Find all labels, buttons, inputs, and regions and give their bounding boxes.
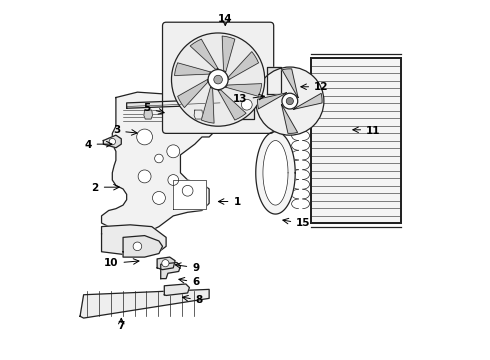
Circle shape [182, 185, 193, 196]
Text: 9: 9 [192, 262, 199, 273]
Circle shape [172, 33, 265, 126]
Text: 8: 8 [196, 295, 203, 305]
Text: 1: 1 [234, 197, 241, 207]
Text: 12: 12 [314, 82, 329, 93]
Circle shape [155, 154, 163, 163]
Circle shape [286, 98, 294, 105]
Circle shape [208, 69, 228, 90]
Polygon shape [190, 39, 218, 69]
Polygon shape [267, 67, 281, 94]
Circle shape [138, 170, 151, 183]
Circle shape [256, 67, 324, 135]
Polygon shape [103, 135, 122, 148]
Circle shape [167, 145, 180, 158]
Polygon shape [258, 93, 286, 109]
Text: 13: 13 [233, 94, 247, 104]
Circle shape [109, 138, 116, 145]
Polygon shape [263, 140, 288, 205]
Circle shape [162, 260, 169, 267]
Polygon shape [173, 180, 205, 209]
Text: 14: 14 [218, 14, 233, 24]
Text: 2: 2 [92, 183, 98, 193]
Polygon shape [144, 110, 152, 119]
Polygon shape [123, 235, 163, 257]
Circle shape [242, 99, 252, 110]
Text: 6: 6 [192, 277, 199, 287]
Polygon shape [101, 225, 166, 255]
Circle shape [137, 129, 152, 145]
Text: 7: 7 [118, 321, 125, 331]
Polygon shape [126, 99, 245, 108]
Text: 10: 10 [104, 258, 119, 268]
Polygon shape [293, 93, 322, 109]
Polygon shape [311, 58, 401, 223]
Text: 5: 5 [144, 103, 151, 113]
Polygon shape [226, 84, 262, 96]
Polygon shape [80, 289, 209, 318]
Polygon shape [194, 110, 203, 119]
FancyBboxPatch shape [163, 22, 274, 134]
Circle shape [282, 93, 298, 109]
Polygon shape [282, 69, 298, 98]
Circle shape [214, 75, 222, 84]
Polygon shape [161, 262, 180, 279]
Text: 15: 15 [296, 218, 311, 228]
Text: 11: 11 [366, 126, 381, 135]
Polygon shape [164, 284, 190, 296]
Text: 3: 3 [113, 125, 120, 135]
Polygon shape [101, 92, 245, 232]
Polygon shape [157, 257, 175, 270]
Circle shape [168, 175, 179, 185]
Circle shape [133, 242, 142, 251]
Circle shape [152, 192, 166, 204]
Polygon shape [201, 87, 214, 123]
Polygon shape [178, 80, 208, 108]
Polygon shape [256, 132, 295, 214]
Polygon shape [282, 104, 297, 133]
Polygon shape [218, 90, 246, 120]
Polygon shape [240, 90, 254, 119]
Polygon shape [174, 63, 211, 76]
Polygon shape [228, 51, 259, 80]
Polygon shape [222, 36, 235, 72]
Text: 4: 4 [84, 140, 92, 150]
